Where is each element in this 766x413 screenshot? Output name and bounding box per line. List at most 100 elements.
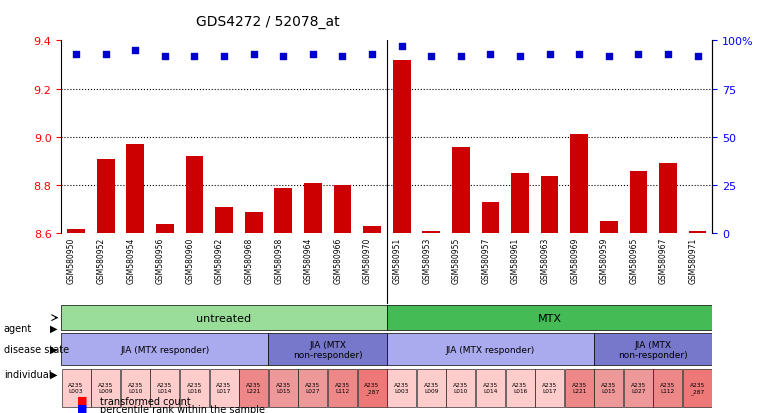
Text: GSM580954: GSM580954 — [126, 237, 136, 284]
Text: GSM580967: GSM580967 — [659, 237, 668, 284]
Text: A235
L112: A235 L112 — [335, 382, 350, 393]
Text: GSM580965: GSM580965 — [630, 237, 638, 284]
Bar — [67, 229, 85, 234]
Text: GSM580962: GSM580962 — [215, 237, 224, 283]
Point — [455, 53, 467, 60]
Text: GSM580963: GSM580963 — [541, 237, 550, 284]
FancyBboxPatch shape — [387, 305, 712, 330]
FancyBboxPatch shape — [61, 334, 268, 365]
Text: A235
L015: A235 L015 — [601, 382, 617, 393]
Point — [336, 53, 349, 60]
Text: A235
L221: A235 L221 — [571, 382, 587, 393]
Text: transformed count: transformed count — [100, 396, 190, 406]
Text: ■: ■ — [77, 403, 87, 413]
Text: GSM580970: GSM580970 — [363, 237, 372, 284]
FancyBboxPatch shape — [180, 369, 209, 407]
FancyBboxPatch shape — [269, 369, 298, 407]
Text: A235
L009: A235 L009 — [98, 382, 113, 393]
Text: A235
_287: A235 _287 — [690, 382, 705, 394]
Point — [277, 53, 290, 60]
Text: A235
L003: A235 L003 — [394, 382, 409, 393]
Point — [188, 53, 201, 60]
Point — [70, 52, 82, 58]
Text: GSM580957: GSM580957 — [481, 237, 490, 284]
Text: GSM580969: GSM580969 — [570, 237, 579, 284]
FancyBboxPatch shape — [476, 369, 505, 407]
Text: A235
L014: A235 L014 — [483, 382, 498, 393]
Text: A235
L016: A235 L016 — [187, 382, 202, 393]
Text: JIA (MTX responder): JIA (MTX responder) — [120, 345, 209, 354]
Text: JIA (MTX
non-responder): JIA (MTX non-responder) — [618, 339, 688, 359]
Point — [218, 53, 231, 60]
Point — [514, 53, 526, 60]
Text: GSM580951: GSM580951 — [393, 237, 401, 283]
Text: JIA (MTX responder): JIA (MTX responder) — [446, 345, 535, 354]
Point — [366, 52, 378, 58]
Bar — [689, 231, 706, 234]
Text: A235
L112: A235 L112 — [660, 382, 676, 393]
Point — [425, 53, 437, 60]
Bar — [630, 171, 647, 234]
Text: ▶: ▶ — [50, 344, 57, 354]
Bar — [97, 159, 115, 234]
Text: A235
L014: A235 L014 — [157, 382, 172, 393]
FancyBboxPatch shape — [91, 369, 120, 407]
Point — [306, 52, 319, 58]
Bar — [600, 222, 617, 234]
Text: A235
L017: A235 L017 — [217, 382, 231, 393]
FancyBboxPatch shape — [298, 369, 327, 407]
Text: GSM580960: GSM580960 — [185, 237, 195, 284]
Text: percentile rank within the sample: percentile rank within the sample — [100, 404, 264, 413]
FancyBboxPatch shape — [150, 369, 179, 407]
Text: A235
L015: A235 L015 — [276, 382, 291, 393]
FancyBboxPatch shape — [328, 369, 357, 407]
Bar — [185, 157, 203, 234]
Text: GSM580956: GSM580956 — [155, 237, 165, 284]
Point — [544, 52, 556, 58]
Bar — [511, 174, 529, 234]
Bar — [571, 135, 588, 234]
Bar — [452, 147, 470, 234]
Text: GSM580959: GSM580959 — [600, 237, 609, 284]
Point — [100, 52, 112, 58]
Text: GSM580955: GSM580955 — [452, 237, 461, 284]
Bar — [482, 202, 499, 234]
Bar — [422, 231, 440, 234]
FancyBboxPatch shape — [239, 369, 268, 407]
Text: ▶: ▶ — [50, 323, 57, 333]
Text: GSM580952: GSM580952 — [97, 237, 106, 283]
Text: A235
L003: A235 L003 — [68, 382, 83, 393]
Text: A235
L010: A235 L010 — [128, 382, 143, 393]
Text: GSM580968: GSM580968 — [244, 237, 254, 283]
Bar — [393, 61, 411, 234]
Text: MTX: MTX — [538, 313, 561, 323]
Point — [603, 53, 615, 60]
Text: ■: ■ — [77, 394, 87, 404]
Bar — [541, 176, 558, 234]
Bar — [304, 183, 322, 234]
Bar — [274, 188, 292, 234]
Text: ▶: ▶ — [50, 369, 57, 379]
Bar — [333, 186, 352, 234]
Point — [692, 53, 704, 60]
FancyBboxPatch shape — [594, 334, 712, 365]
Text: GSM580971: GSM580971 — [689, 237, 698, 283]
FancyBboxPatch shape — [61, 369, 90, 407]
Point — [632, 52, 644, 58]
FancyBboxPatch shape — [565, 369, 594, 407]
FancyBboxPatch shape — [506, 369, 535, 407]
Bar — [156, 224, 174, 234]
Text: A235
L027: A235 L027 — [305, 382, 320, 393]
Text: individual: individual — [4, 369, 51, 379]
FancyBboxPatch shape — [624, 369, 653, 407]
Point — [395, 44, 408, 50]
FancyBboxPatch shape — [417, 369, 446, 407]
Text: A235
_287: A235 _287 — [365, 382, 380, 394]
FancyBboxPatch shape — [653, 369, 683, 407]
Text: A235
L009: A235 L009 — [424, 382, 439, 393]
Bar — [215, 207, 233, 234]
Text: GSM580964: GSM580964 — [304, 237, 313, 284]
Text: agent: agent — [4, 323, 32, 333]
FancyBboxPatch shape — [358, 369, 387, 407]
Point — [159, 53, 171, 60]
